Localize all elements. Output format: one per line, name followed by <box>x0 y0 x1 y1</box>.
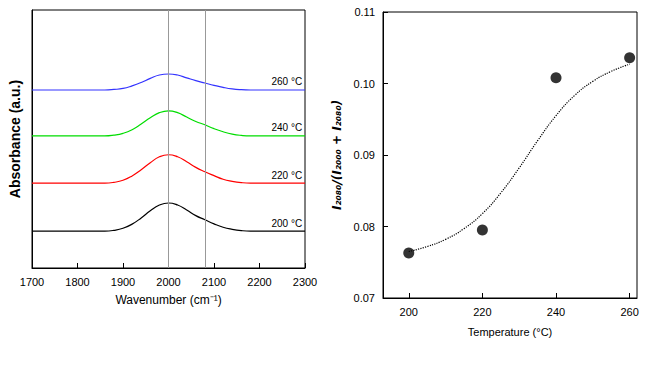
svg-text:2100: 2100 <box>202 276 226 288</box>
svg-text:2000: 2000 <box>156 276 180 288</box>
svg-text:0.07: 0.07 <box>354 292 375 304</box>
svg-text:220: 220 <box>473 306 491 318</box>
svg-text:2300: 2300 <box>293 276 317 288</box>
svg-text:0.08: 0.08 <box>354 221 375 233</box>
svg-text:240 °C: 240 °C <box>271 122 302 133</box>
svg-text:260: 260 <box>620 306 638 318</box>
svg-text:260 °C: 260 °C <box>271 76 302 87</box>
svg-text:Absorbance (a.u.): Absorbance (a.u.) <box>7 80 23 198</box>
svg-text:200 °C: 200 °C <box>271 218 302 229</box>
svg-text:2200: 2200 <box>247 276 271 288</box>
svg-text:Wavenumber (cm⁻¹): Wavenumber (cm⁻¹) <box>115 293 221 307</box>
svg-text:0.11: 0.11 <box>354 6 375 18</box>
svg-text:0.10: 0.10 <box>354 78 375 90</box>
svg-text:Temperature (°C): Temperature (°C) <box>468 326 552 338</box>
svg-text:I₂₀₈₀/(I₂₀₀₀ + I₂₀₈₀): I₂₀₈₀/(I₂₀₀₀ + I₂₀₈₀) <box>330 100 344 210</box>
svg-text:200: 200 <box>400 306 418 318</box>
svg-text:1800: 1800 <box>65 276 89 288</box>
svg-text:240: 240 <box>547 306 565 318</box>
svg-text:1700: 1700 <box>20 276 44 288</box>
svg-text:1900: 1900 <box>111 276 135 288</box>
svg-text:220 °C: 220 °C <box>271 170 302 181</box>
svg-text:0.09: 0.09 <box>354 149 375 161</box>
